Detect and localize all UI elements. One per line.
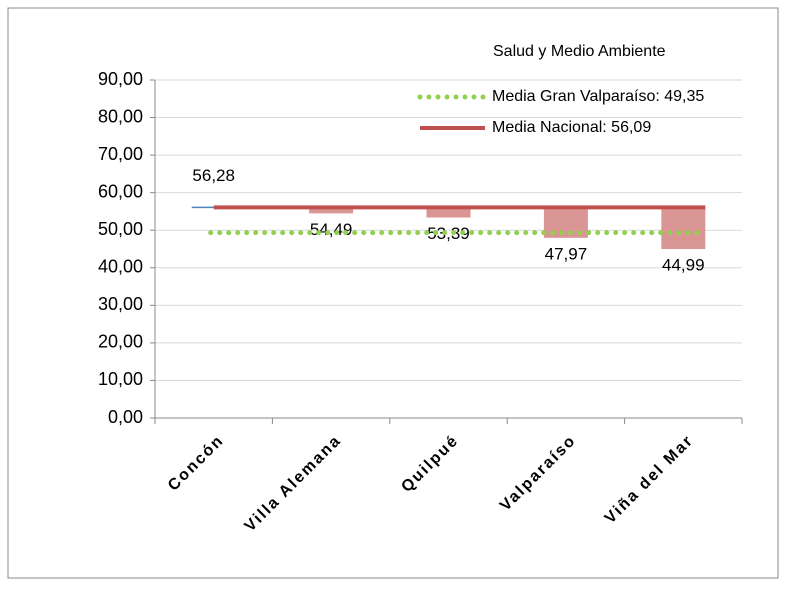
y-tick-label: 40,00 [98,257,143,277]
bar [309,207,354,214]
bar [661,207,706,250]
y-tick-label: 60,00 [98,181,143,201]
bar [426,207,471,218]
value-label: 56,28 [192,166,235,185]
value-label: 44,99 [662,256,705,275]
y-tick-label: 90,00 [98,69,143,89]
chart-border [7,7,779,579]
value-label: 47,97 [545,244,588,263]
value-label: 53,39 [427,224,470,243]
y-tick-label: 20,00 [98,332,143,352]
y-tick-label: 50,00 [98,219,143,239]
y-tick-label: 10,00 [98,369,143,389]
y-tick-label: 80,00 [98,106,143,126]
legend-label: Media Nacional: 56,09 [492,119,651,136]
legend-label: Media Gran Valparaíso: 49,35 [492,88,704,105]
y-tick-label: 30,00 [98,294,143,314]
y-tick-label: 70,00 [98,144,143,164]
value-label: 54,49 [310,220,353,239]
legend-title: Salud y Medio Ambiente [493,43,666,60]
y-tick-label: 0,00 [108,407,143,427]
